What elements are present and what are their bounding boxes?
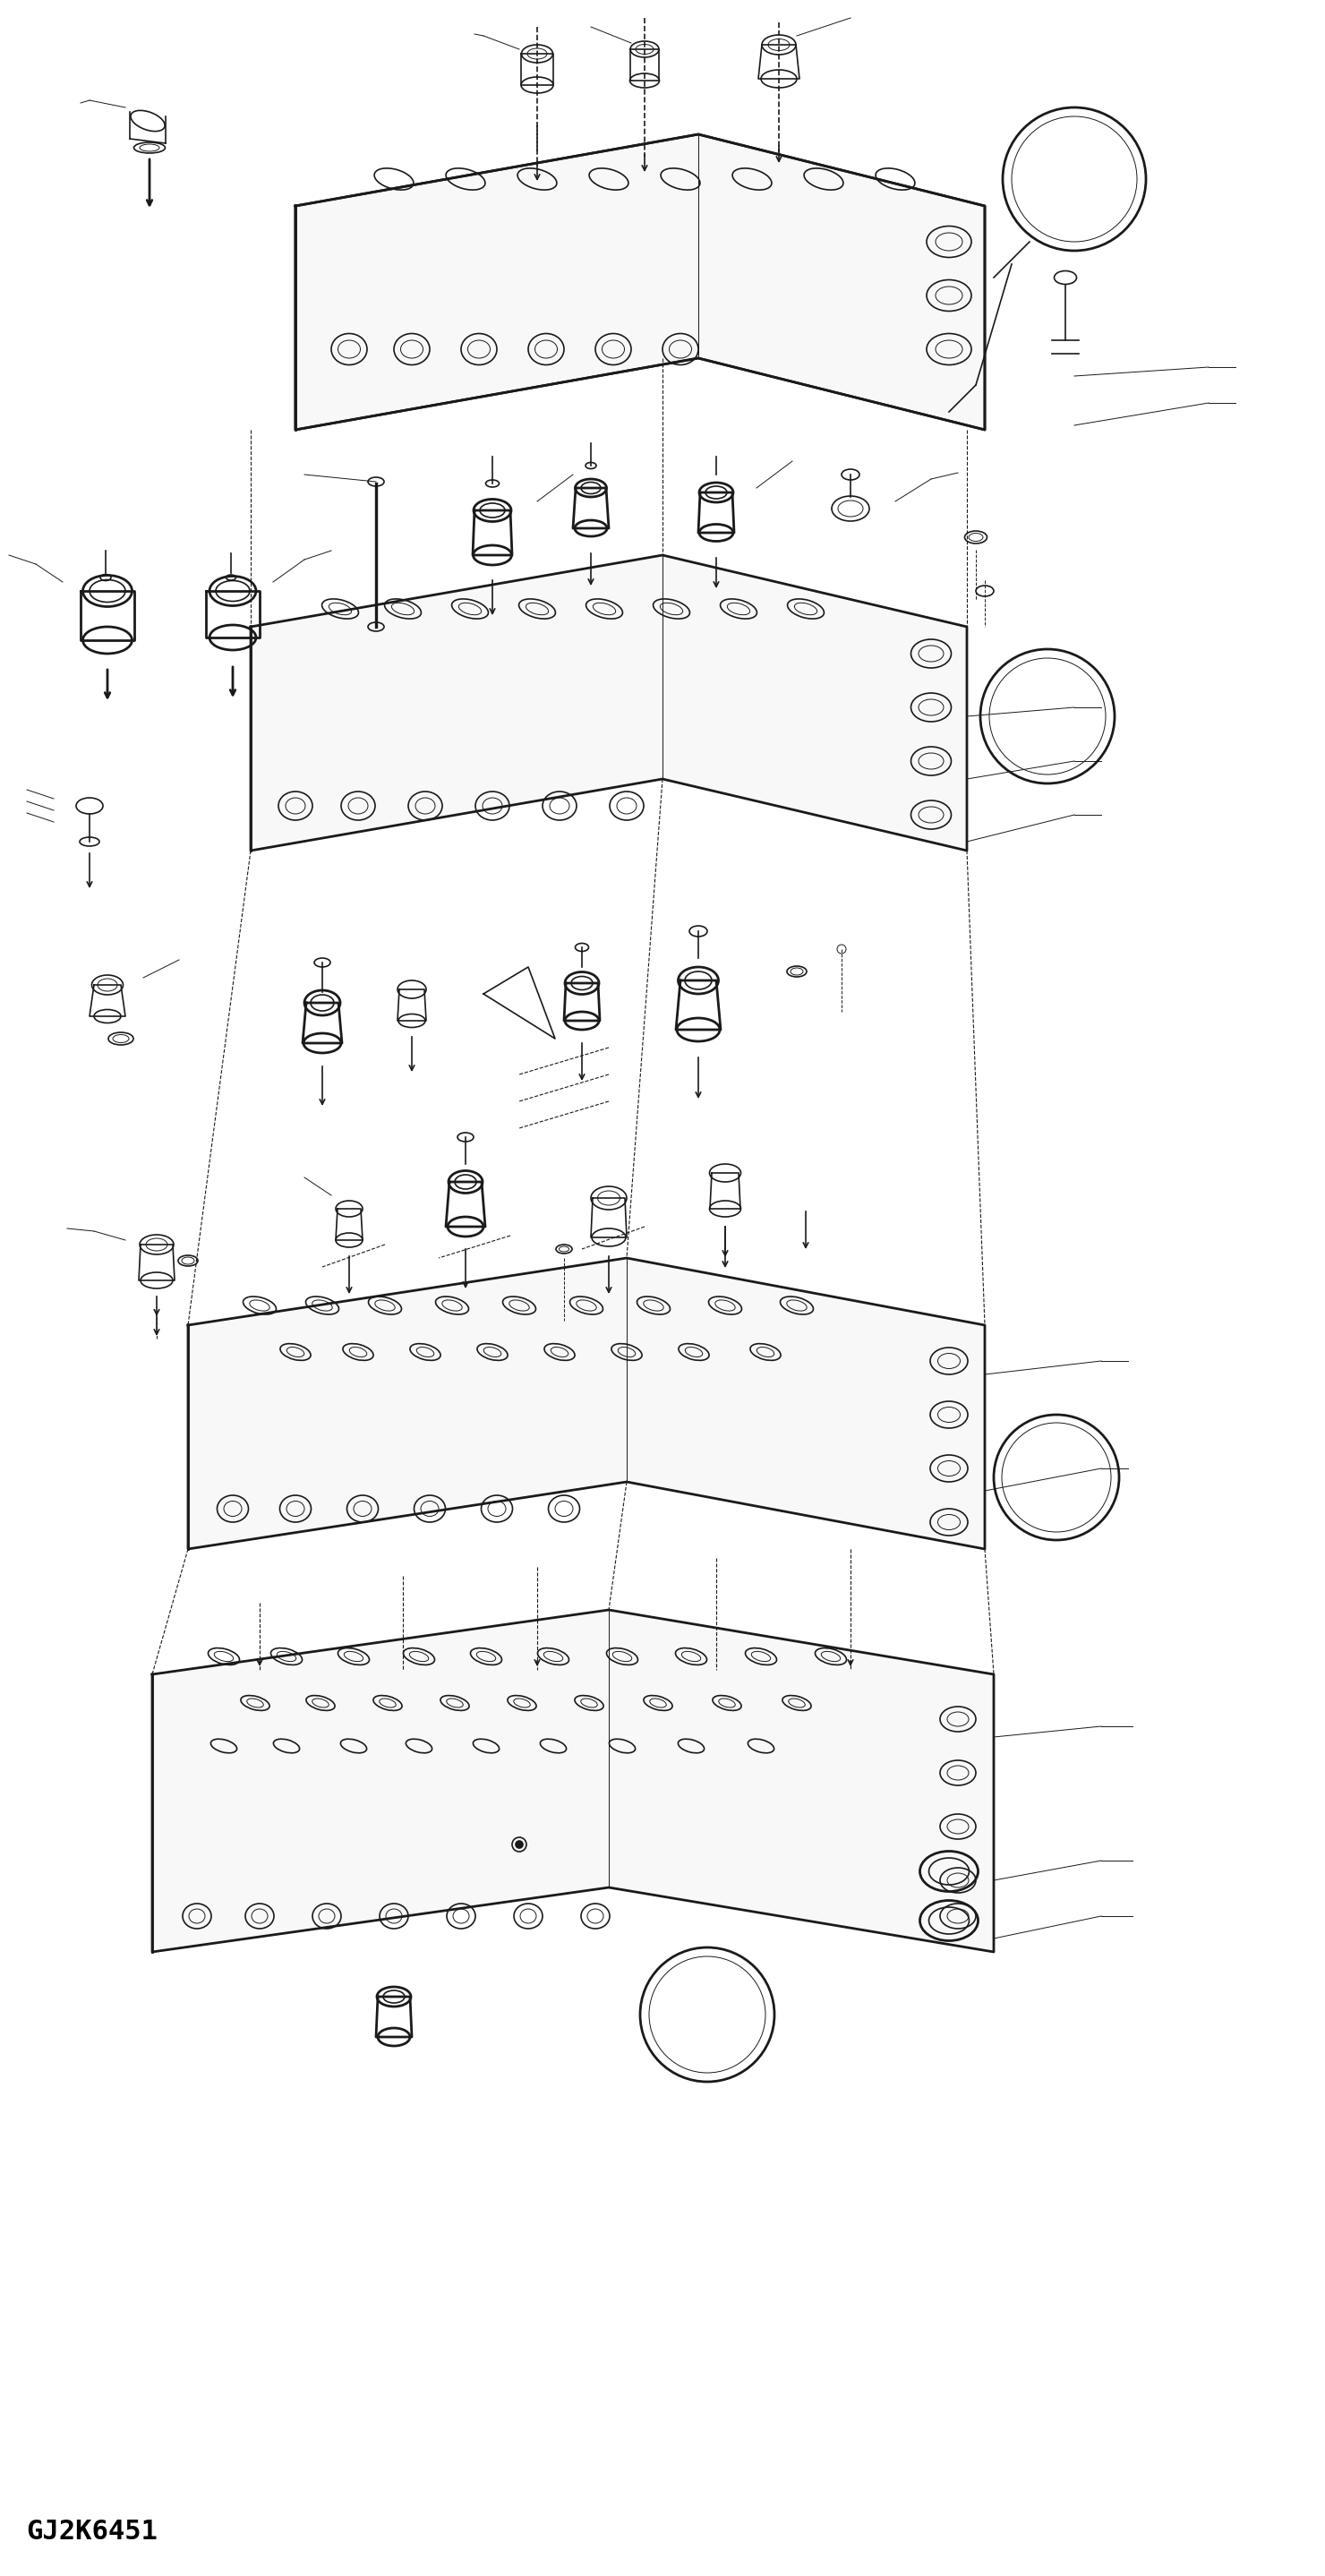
- Circle shape: [515, 1842, 523, 1847]
- Polygon shape: [295, 134, 984, 430]
- Polygon shape: [152, 1610, 994, 1953]
- Polygon shape: [250, 556, 967, 850]
- Polygon shape: [188, 1257, 984, 1548]
- Text: GJ2K6451: GJ2K6451: [26, 2519, 158, 2545]
